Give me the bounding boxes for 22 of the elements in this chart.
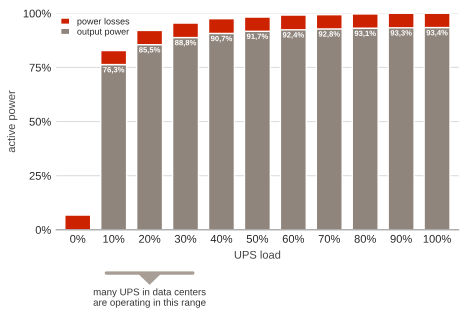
x-tick-label: 60% <box>282 234 304 243</box>
y-tick-label: 25% <box>30 172 51 180</box>
y-tick-label: 50% <box>30 118 51 126</box>
bar <box>64 214 92 230</box>
x-tick-label: 10% <box>103 234 124 243</box>
x-tick-label: 30% <box>174 234 196 243</box>
x-tick-label: 100% <box>424 234 451 243</box>
x-axis-title: UPS load <box>234 250 280 259</box>
x-tick-label: 50% <box>246 234 268 243</box>
y-tick-label: 0% <box>36 226 51 234</box>
y-tick-label: 100% <box>24 10 51 18</box>
x-tick-label: 0% <box>70 234 86 243</box>
y-axis-title: active power <box>6 90 18 152</box>
legend-label: power losses <box>78 18 130 26</box>
y-tick-label: 75% <box>30 64 51 72</box>
x-tick-label: 90% <box>390 234 412 243</box>
x-tick-label: 40% <box>210 234 232 243</box>
x-tick-label: 80% <box>354 234 376 243</box>
x-tick-label: 70% <box>318 234 340 243</box>
legend-label: output power <box>77 28 129 36</box>
x-tick-label: 20% <box>139 234 160 243</box>
text: many UPS in data centers are operating in this range <box>94 288 206 308</box>
